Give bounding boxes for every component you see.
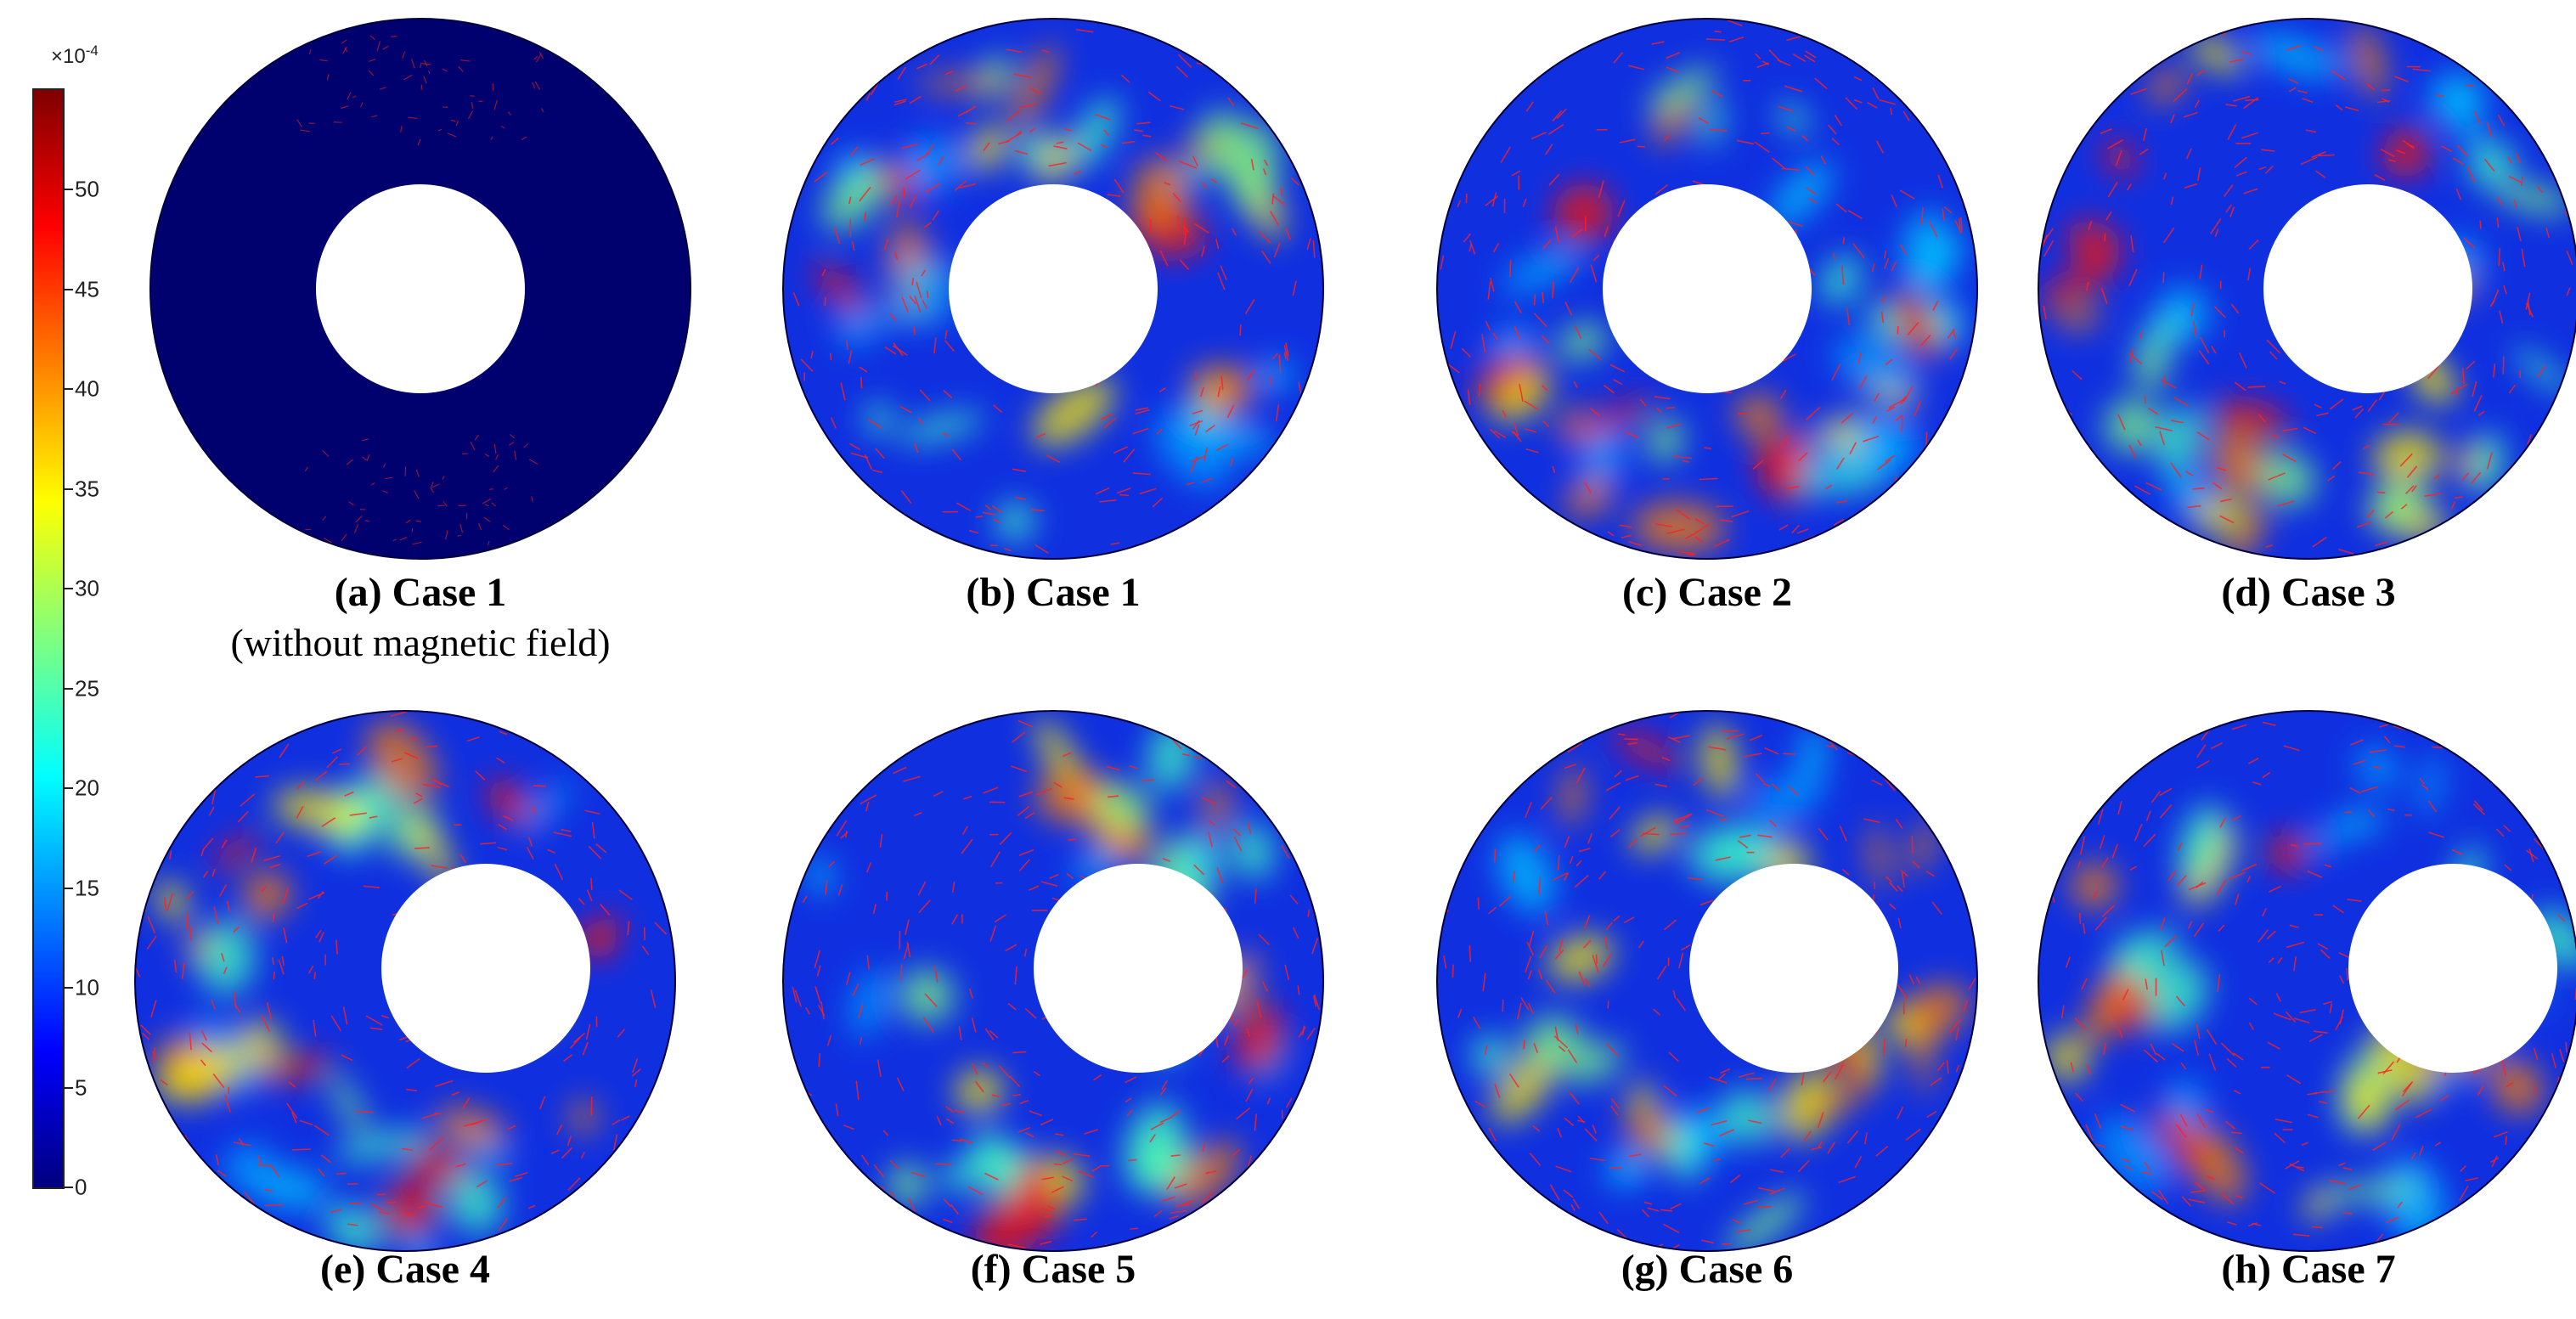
annulus-plot <box>134 710 676 1252</box>
inner-cylinder <box>316 184 525 393</box>
annulus-plot <box>1436 710 1978 1252</box>
annulus-plot <box>149 18 691 560</box>
colorbar-tick-mark <box>63 488 73 490</box>
panel-subcaption-a: (without magnetic field) <box>230 621 611 664</box>
colorbar-tick-mark <box>63 987 73 989</box>
panel-b <box>775 10 1332 567</box>
colorbar-tick-mark <box>63 1187 73 1188</box>
inner-cylinder <box>2263 184 2472 393</box>
colorbar-tick-mark <box>63 887 73 889</box>
colorbar-tick-mark <box>63 588 73 590</box>
panel-caption-c: (c) Case 2 <box>1622 570 1792 615</box>
colorbar-tick-label: 40 <box>75 375 99 402</box>
colorbar-tick-label: 45 <box>75 276 99 302</box>
colorbar-tick-label: 30 <box>75 575 99 601</box>
inner-cylinder <box>381 864 590 1073</box>
colorbar-tick-mark <box>63 787 73 790</box>
colorbar-tick-mark <box>63 388 73 391</box>
inner-cylinder <box>1689 864 1898 1073</box>
inner-cylinder <box>949 184 1158 393</box>
panel-e <box>127 702 684 1260</box>
panel-caption-f: (f) Case 5 <box>970 1247 1136 1292</box>
inner-cylinder <box>2348 864 2557 1073</box>
panel-f <box>775 702 1332 1260</box>
colorbar-tick-label: 50 <box>75 176 99 202</box>
panel-c <box>1429 10 1986 567</box>
panel-caption-a: (a) Case 1 <box>334 570 507 615</box>
velocity-arrows <box>1441 711 1976 1251</box>
velocity-arrows <box>2038 19 2573 555</box>
panel-caption-e: (e) Case 4 <box>320 1247 490 1292</box>
inner-cylinder <box>1034 864 1243 1073</box>
colorbar-tick-label: 10 <box>75 974 99 1001</box>
annulus-plot <box>1436 18 1978 560</box>
panel-caption-b: (b) Case 1 <box>966 570 1141 615</box>
panel-d <box>2030 10 2576 567</box>
velocity-arrows <box>296 35 544 545</box>
colorbar: ×10-4 0 5 10 15 20 25 30 35 40 45 50 <box>0 0 127 1319</box>
colorbar-tick-mark <box>63 288 73 290</box>
colorbar-tick-label: 20 <box>75 775 99 801</box>
colorbar-exponent: ×10-4 <box>51 42 99 68</box>
colorbar-tick-label: 15 <box>75 875 99 901</box>
annulus-plot <box>782 710 1324 1252</box>
annulus-plot <box>782 18 1324 560</box>
annulus-plot <box>2038 18 2576 560</box>
inner-cylinder <box>1603 184 1812 393</box>
colorbar-tick-mark <box>63 687 73 690</box>
colorbar-tick-mark <box>63 1086 73 1089</box>
panel-h <box>2030 702 2576 1260</box>
colorbar-tick-label: 5 <box>75 1074 87 1101</box>
annulus-plot <box>2038 710 2576 1252</box>
colorbar-tick-mark <box>63 189 73 191</box>
colorbar-tick-label: 0 <box>75 1174 87 1200</box>
panel-a <box>142 10 699 567</box>
panel-g <box>1429 702 1986 1260</box>
colorbar-tick-label: 35 <box>75 476 99 502</box>
colorbar-gradient <box>32 88 65 1189</box>
colorbar-tick-label: 25 <box>75 675 99 702</box>
panel-caption-d: (d) Case 3 <box>2221 570 2396 615</box>
panel-caption-h: (h) Case 7 <box>2221 1247 2396 1292</box>
panel-caption-g: (g) Case 6 <box>1621 1247 1794 1292</box>
